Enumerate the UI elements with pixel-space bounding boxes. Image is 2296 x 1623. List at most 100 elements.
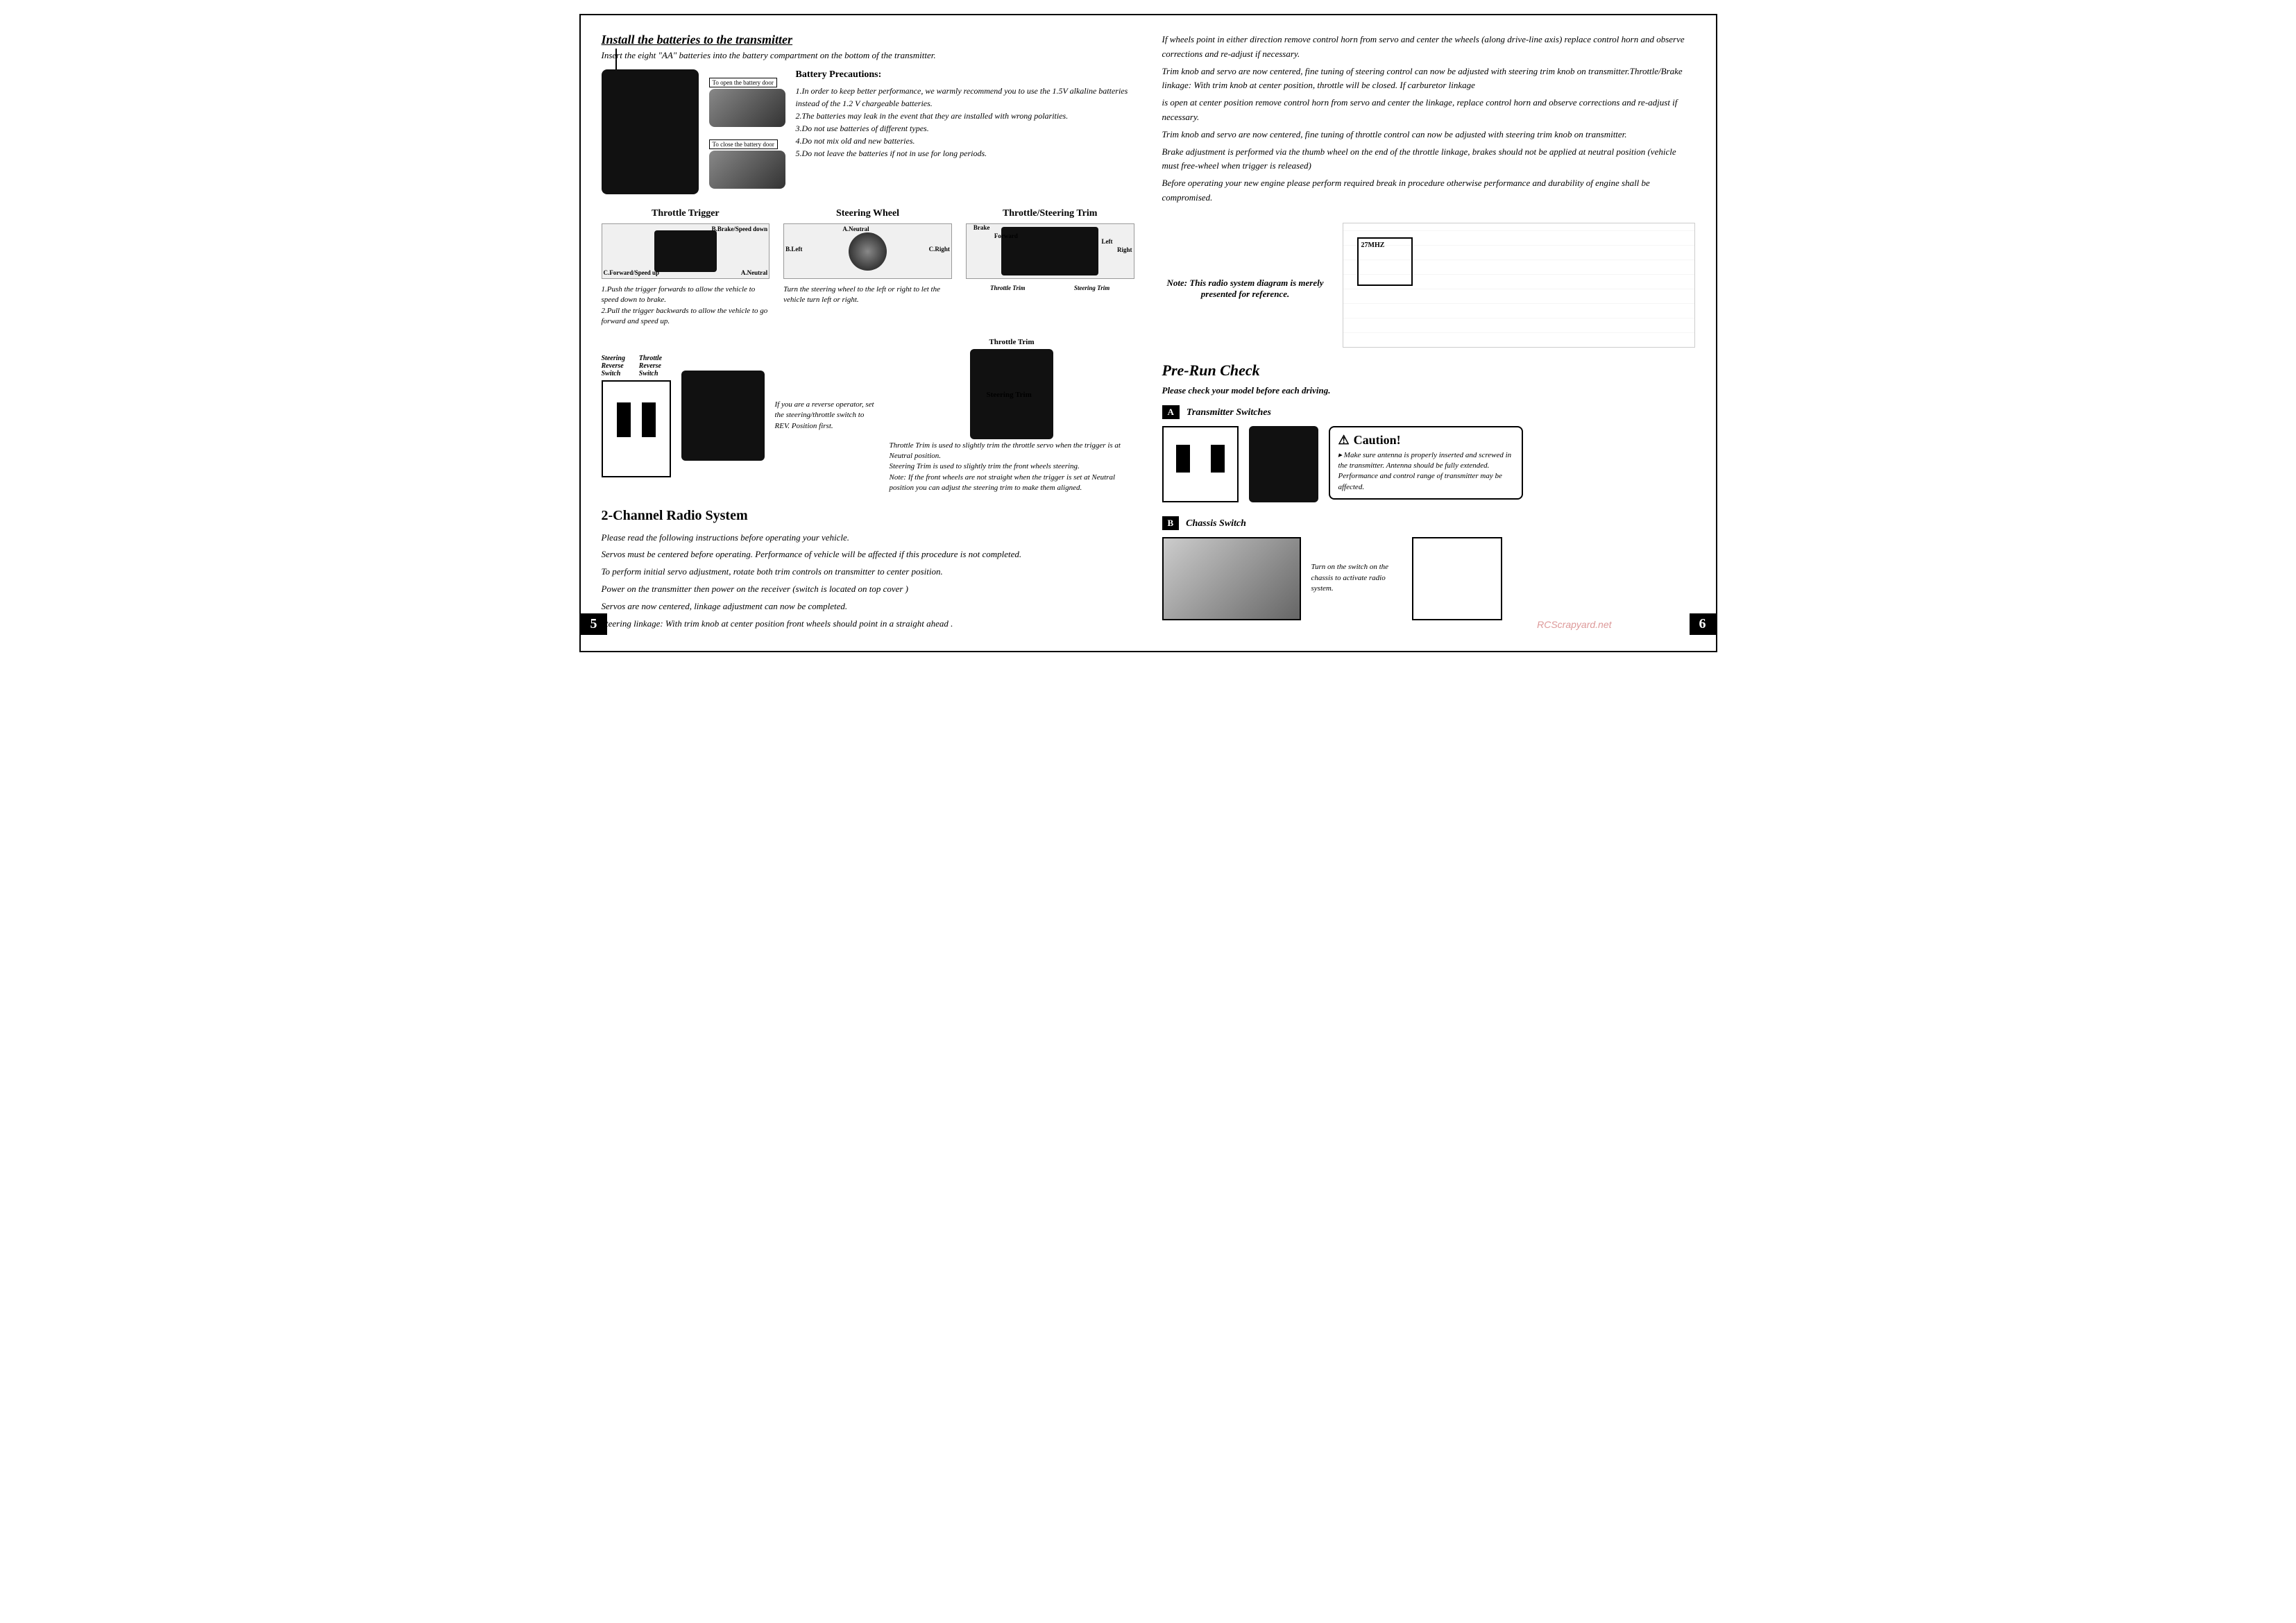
cont-line: Trim knob and servo are now centered, fi… <box>1162 65 1695 94</box>
radio-line: Power on the transmitter then power on t… <box>602 582 1134 597</box>
switch-st <box>617 402 631 437</box>
reverse-text: If you are a reverse operator, set the s… <box>775 400 879 432</box>
label-neutral: A.Neutral <box>842 226 869 233</box>
cont-line: Brake adjustment is performed via the th… <box>1162 145 1695 174</box>
label-neutral: A.Neutral <box>741 269 767 277</box>
switch-labels: Steering Reverse Switch Throttle Reverse… <box>602 355 671 477</box>
wheel-icon <box>849 232 887 271</box>
switch-panel-diagram <box>602 380 671 477</box>
steering-diagram: A.Neutral B.Left C.Right <box>783 223 952 279</box>
caution-title-text: Caution! <box>1354 433 1401 448</box>
precaution-item: 1.In order to keep better performance, w… <box>796 85 1134 110</box>
trim-title: Throttle/Steering Trim <box>966 208 1134 219</box>
battery-door-close-image <box>709 151 785 189</box>
watermark: RCScrapyard.net <box>1537 619 1611 630</box>
radio-line: Servos are now centered, linkage adjustm… <box>602 600 1134 614</box>
door-close-label: To close the battery door <box>709 139 778 149</box>
trim-diagram: Brake Forward Left Right <box>966 223 1134 279</box>
radio-note: Note: This radio system diagram is merel… <box>1162 278 1329 300</box>
throttle-diagram: B.Brake/Speed down C.Forward/Speed up A.… <box>602 223 770 279</box>
steering-trim-label: Steering Trim <box>987 391 1134 399</box>
cont-line: is open at center position remove contro… <box>1162 96 1695 125</box>
install-subtitle: Insert the eight "AA" batteries into the… <box>602 50 1134 61</box>
reverse-section: Steering Reverse Switch Throttle Reverse… <box>602 338 1134 494</box>
chassis-note: Turn on the switch on the chassis to act… <box>1311 562 1402 594</box>
switch-panel-a <box>1162 426 1239 502</box>
prerun-title: Pre-Run Check <box>1162 362 1695 380</box>
label-right: Right <box>1117 246 1132 254</box>
label-brake: Brake <box>973 224 990 232</box>
page-number-left: 5 <box>581 613 607 635</box>
precaution-item: 3.Do not use batteries of different type… <box>796 122 1134 135</box>
label-left: Left <box>1102 238 1113 246</box>
door-open-label: To open the battery door <box>709 78 777 87</box>
caution-text: ▸ Make sure antenna is properly inserted… <box>1338 450 1513 493</box>
precautions-title: Battery Precautions: <box>796 69 1134 80</box>
receiver-box: 27MHZ <box>1357 237 1413 286</box>
radio-line: Servos must be centered before operating… <box>602 547 1134 562</box>
throttle-text-2: 2.Pull the trigger backwards to allow th… <box>602 306 770 328</box>
trim-block: Throttle/Steering Trim Brake Forward Lef… <box>966 208 1134 328</box>
step-b-row: Turn on the switch on the chassis to act… <box>1162 537 1695 620</box>
receiver-freq: 27MHZ <box>1361 241 1385 249</box>
transmitter-small-1 <box>681 371 765 461</box>
step-a-badge: A <box>1162 405 1180 419</box>
label-forward: C.Forward/Speed up <box>604 269 660 277</box>
controls-row: Throttle Trigger B.Brake/Speed down C.Fo… <box>602 208 1134 328</box>
battery-doors: To open the battery door To close the ba… <box>709 69 785 194</box>
label-brake: B.Brake/Speed down <box>712 226 768 233</box>
step-b-header: B Chassis Switch <box>1162 516 1695 530</box>
throttle-text-1: 1.Push the trigger forwards to allow the… <box>602 284 770 306</box>
throttle-title: Throttle Trigger <box>602 208 770 219</box>
label-right: C.Right <box>929 246 950 253</box>
label-left: B.Left <box>785 246 802 253</box>
trim-bottom-labels: Throttle Trim Steering Trim <box>966 284 1134 292</box>
caution-box: ⚠ Caution! ▸ Make sure antenna is proper… <box>1329 426 1523 500</box>
cont-line: Trim knob and servo are now centered, fi… <box>1162 128 1695 142</box>
caution-title: ⚠ Caution! <box>1338 433 1513 448</box>
cont-line: Before operating your new engine please … <box>1162 176 1695 205</box>
precautions-list: 1.In order to keep better performance, w… <box>796 85 1134 160</box>
prerun-sub: Please check your model before each driv… <box>1162 384 1695 398</box>
page-spread: Install the batteries to the transmitter… <box>579 14 1717 652</box>
battery-section: To open the battery door To close the ba… <box>602 69 1134 194</box>
trim-throttle-label: Throttle Trim <box>990 284 1025 292</box>
precaution-item: 5.Do not leave the batteries if not in u… <box>796 147 1134 160</box>
step-b-badge: B <box>1162 516 1180 530</box>
page-number-right: 6 <box>1690 613 1716 635</box>
page-right: If wheels point in either direction remo… <box>1162 33 1695 634</box>
switch-th-a <box>1211 445 1225 473</box>
transmitter-a <box>1249 426 1318 502</box>
page-left: Install the batteries to the transmitter… <box>602 33 1134 634</box>
step-b-title: Chassis Switch <box>1186 518 1246 529</box>
install-title: Install the batteries to the transmitter <box>602 33 1134 47</box>
chassis-photo <box>1162 537 1301 620</box>
step-a-header: A Transmitter Switches <box>1162 405 1695 419</box>
trim-steering-label: Steering Trim <box>1074 284 1109 292</box>
step-a-row: ⚠ Caution! ▸ Make sure antenna is proper… <box>1162 426 1695 502</box>
trim-transmitter-group: Throttle Trim Steering Trim Throttle Tri… <box>890 338 1134 494</box>
switch-st-a <box>1176 445 1190 473</box>
cont-line: If wheels point in either direction remo… <box>1162 33 1695 62</box>
radio-body: Please read the following instructions b… <box>602 531 1134 631</box>
throttle-block: Throttle Trigger B.Brake/Speed down C.Fo… <box>602 208 770 328</box>
throttle-trim-label: Throttle Trim <box>890 338 1134 346</box>
radio-line: Steering linkage: With trim knob at cent… <box>602 617 1134 631</box>
battery-door-open-image <box>709 89 785 127</box>
trigger-icon <box>654 230 717 272</box>
door-close-group: To close the battery door <box>709 137 785 189</box>
radio-line: To perform initial servo adjustment, rot… <box>602 565 1134 579</box>
precaution-item: 4.Do not mix old and new batteries. <box>796 135 1134 147</box>
radio-diagram-row: Note: This radio system diagram is merel… <box>1162 216 1695 362</box>
chassis-switch-diagram <box>1412 537 1502 620</box>
radio-title: 2-Channel Radio System <box>602 508 1134 524</box>
steering-block: Steering Wheel A.Neutral B.Left C.Right … <box>783 208 952 328</box>
trim-explain: Throttle Trim is used to slightly trim t… <box>890 441 1134 494</box>
transmitter-image <box>602 69 699 194</box>
warning-icon: ⚠ <box>1338 433 1350 448</box>
radio-line: Please read the following instructions b… <box>602 531 1134 545</box>
label-forward: Forward <box>994 232 1018 240</box>
steering-text: Turn the steering wheel to the left or r… <box>783 284 952 306</box>
door-open-group: To open the battery door <box>709 76 785 127</box>
step-a-title: Transmitter Switches <box>1187 407 1271 418</box>
